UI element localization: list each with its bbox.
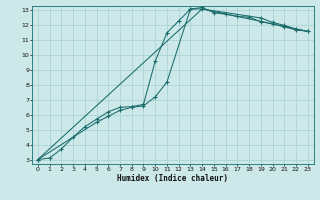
X-axis label: Humidex (Indice chaleur): Humidex (Indice chaleur) — [117, 174, 228, 183]
